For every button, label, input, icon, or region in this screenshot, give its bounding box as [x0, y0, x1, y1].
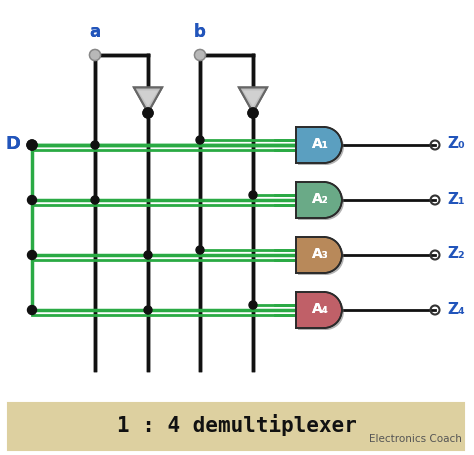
- Text: A₂: A₂: [311, 192, 328, 206]
- Wedge shape: [324, 127, 342, 163]
- Circle shape: [196, 136, 204, 144]
- Text: Z₀: Z₀: [447, 136, 465, 152]
- Bar: [296, 292, 324, 328]
- Circle shape: [90, 50, 100, 61]
- Bar: [298, 184, 326, 220]
- Bar: [298, 239, 326, 275]
- Bar: [296, 237, 324, 273]
- Bar: [296, 237, 324, 273]
- Circle shape: [143, 108, 153, 118]
- Wedge shape: [324, 292, 342, 328]
- Circle shape: [249, 191, 257, 199]
- Wedge shape: [326, 294, 344, 330]
- Circle shape: [27, 140, 37, 150]
- Circle shape: [143, 108, 153, 118]
- Circle shape: [194, 50, 206, 61]
- Polygon shape: [134, 87, 162, 112]
- Text: Electronics Coach: Electronics Coach: [369, 434, 462, 444]
- Circle shape: [90, 50, 100, 61]
- Wedge shape: [324, 182, 342, 218]
- Polygon shape: [138, 91, 158, 106]
- Bar: [296, 292, 324, 328]
- Wedge shape: [324, 182, 342, 218]
- Text: A₁: A₁: [311, 137, 328, 151]
- Circle shape: [27, 305, 36, 314]
- Polygon shape: [239, 87, 267, 112]
- Circle shape: [27, 251, 36, 259]
- Bar: [296, 182, 324, 218]
- Circle shape: [27, 196, 36, 204]
- Text: Z₁: Z₁: [447, 192, 465, 207]
- Text: Z₂: Z₂: [447, 247, 465, 262]
- Circle shape: [91, 196, 99, 204]
- Wedge shape: [326, 184, 344, 220]
- Bar: [298, 294, 326, 330]
- Text: a: a: [90, 23, 100, 41]
- Bar: [298, 129, 326, 165]
- Circle shape: [91, 141, 99, 149]
- Bar: [296, 182, 324, 218]
- Text: A₁: A₁: [311, 137, 328, 151]
- Text: A₃: A₃: [311, 247, 328, 261]
- Text: A₄: A₄: [311, 302, 328, 316]
- Text: b: b: [194, 23, 206, 41]
- Circle shape: [248, 108, 258, 118]
- Text: A₂: A₂: [311, 192, 328, 206]
- Circle shape: [249, 301, 257, 309]
- Circle shape: [144, 306, 152, 314]
- Bar: [298, 129, 326, 165]
- Bar: [296, 127, 324, 163]
- Wedge shape: [324, 292, 342, 328]
- Polygon shape: [243, 91, 263, 106]
- Wedge shape: [324, 237, 342, 273]
- Text: D: D: [5, 135, 20, 153]
- Bar: [298, 239, 326, 275]
- Text: D: D: [5, 135, 20, 153]
- Text: 1 : 4 demultiplexer: 1 : 4 demultiplexer: [117, 414, 357, 435]
- Polygon shape: [243, 91, 263, 106]
- Wedge shape: [324, 237, 342, 273]
- Circle shape: [194, 50, 206, 61]
- Bar: [298, 294, 326, 330]
- Wedge shape: [326, 239, 344, 275]
- Wedge shape: [326, 239, 344, 275]
- Wedge shape: [326, 129, 344, 165]
- Text: Z₄: Z₄: [447, 302, 465, 317]
- Wedge shape: [326, 184, 344, 220]
- Text: b: b: [194, 23, 206, 41]
- Bar: [8, 403, 464, 450]
- Bar: [298, 184, 326, 220]
- Circle shape: [27, 140, 37, 150]
- Bar: [296, 127, 324, 163]
- Polygon shape: [239, 87, 267, 112]
- Text: A₄: A₄: [311, 302, 328, 316]
- Wedge shape: [326, 294, 344, 330]
- Polygon shape: [134, 87, 162, 112]
- Wedge shape: [326, 129, 344, 165]
- Circle shape: [27, 141, 36, 150]
- Circle shape: [144, 251, 152, 259]
- Text: a: a: [90, 23, 100, 41]
- Text: A₃: A₃: [311, 247, 328, 261]
- Circle shape: [248, 108, 258, 118]
- Wedge shape: [324, 127, 342, 163]
- Circle shape: [196, 246, 204, 254]
- Polygon shape: [138, 91, 158, 106]
